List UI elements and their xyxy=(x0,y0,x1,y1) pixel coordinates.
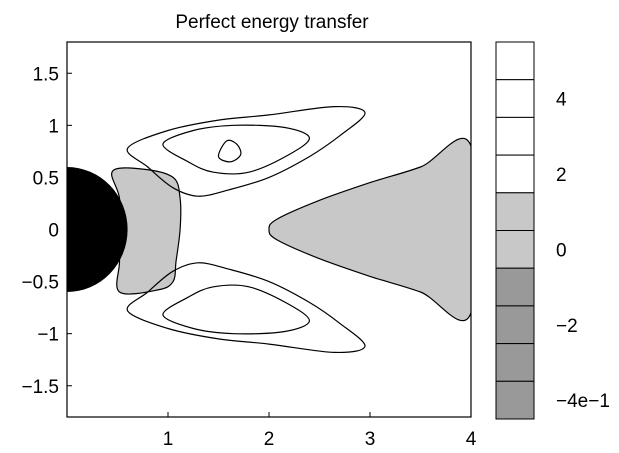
colorbar-label: 2 xyxy=(556,165,567,186)
y-tick-label: 0.5 xyxy=(33,168,59,189)
x-tick-label: 3 xyxy=(365,429,376,450)
y-axis-ticks: 1.5 1 0.5 0 −0.5 −1 −1.5 xyxy=(21,64,72,398)
colorbar-cell xyxy=(496,344,534,382)
colorbar-label: 4 xyxy=(556,90,567,111)
plot-area xyxy=(6,42,477,417)
colorbar-cell xyxy=(496,268,534,306)
colorbar-label: 0 xyxy=(556,240,567,261)
colorbar-cell xyxy=(496,193,534,231)
colorbar: 4 2 0 −2 −4e−1 xyxy=(496,42,610,419)
chart-title: Perfect energy transfer xyxy=(175,12,369,33)
x-axis-ticks: 1 2 3 4 xyxy=(163,412,477,450)
x-tick-label: 2 xyxy=(264,429,275,450)
y-tick-label: 1 xyxy=(48,116,59,137)
colorbar-cell xyxy=(496,306,534,344)
colorbar-label: −4e−1 xyxy=(556,391,610,412)
colorbar-cell xyxy=(496,155,534,193)
y-tick-label: −1.5 xyxy=(21,377,59,398)
colorbar-cell xyxy=(496,80,534,118)
x-tick-label: 1 xyxy=(163,429,174,450)
x-tick-label: 4 xyxy=(466,429,477,450)
colorbar-cell xyxy=(496,117,534,155)
colorbar-cell xyxy=(496,231,534,269)
colorbar-cell xyxy=(496,42,534,80)
y-tick-label: −1 xyxy=(37,325,59,346)
colorbar-label: −2 xyxy=(556,316,578,337)
y-tick-label: 0 xyxy=(48,221,59,242)
colorbar-cell xyxy=(496,381,534,419)
y-tick-label: −0.5 xyxy=(21,273,59,294)
y-tick-label: 1.5 xyxy=(33,64,59,85)
